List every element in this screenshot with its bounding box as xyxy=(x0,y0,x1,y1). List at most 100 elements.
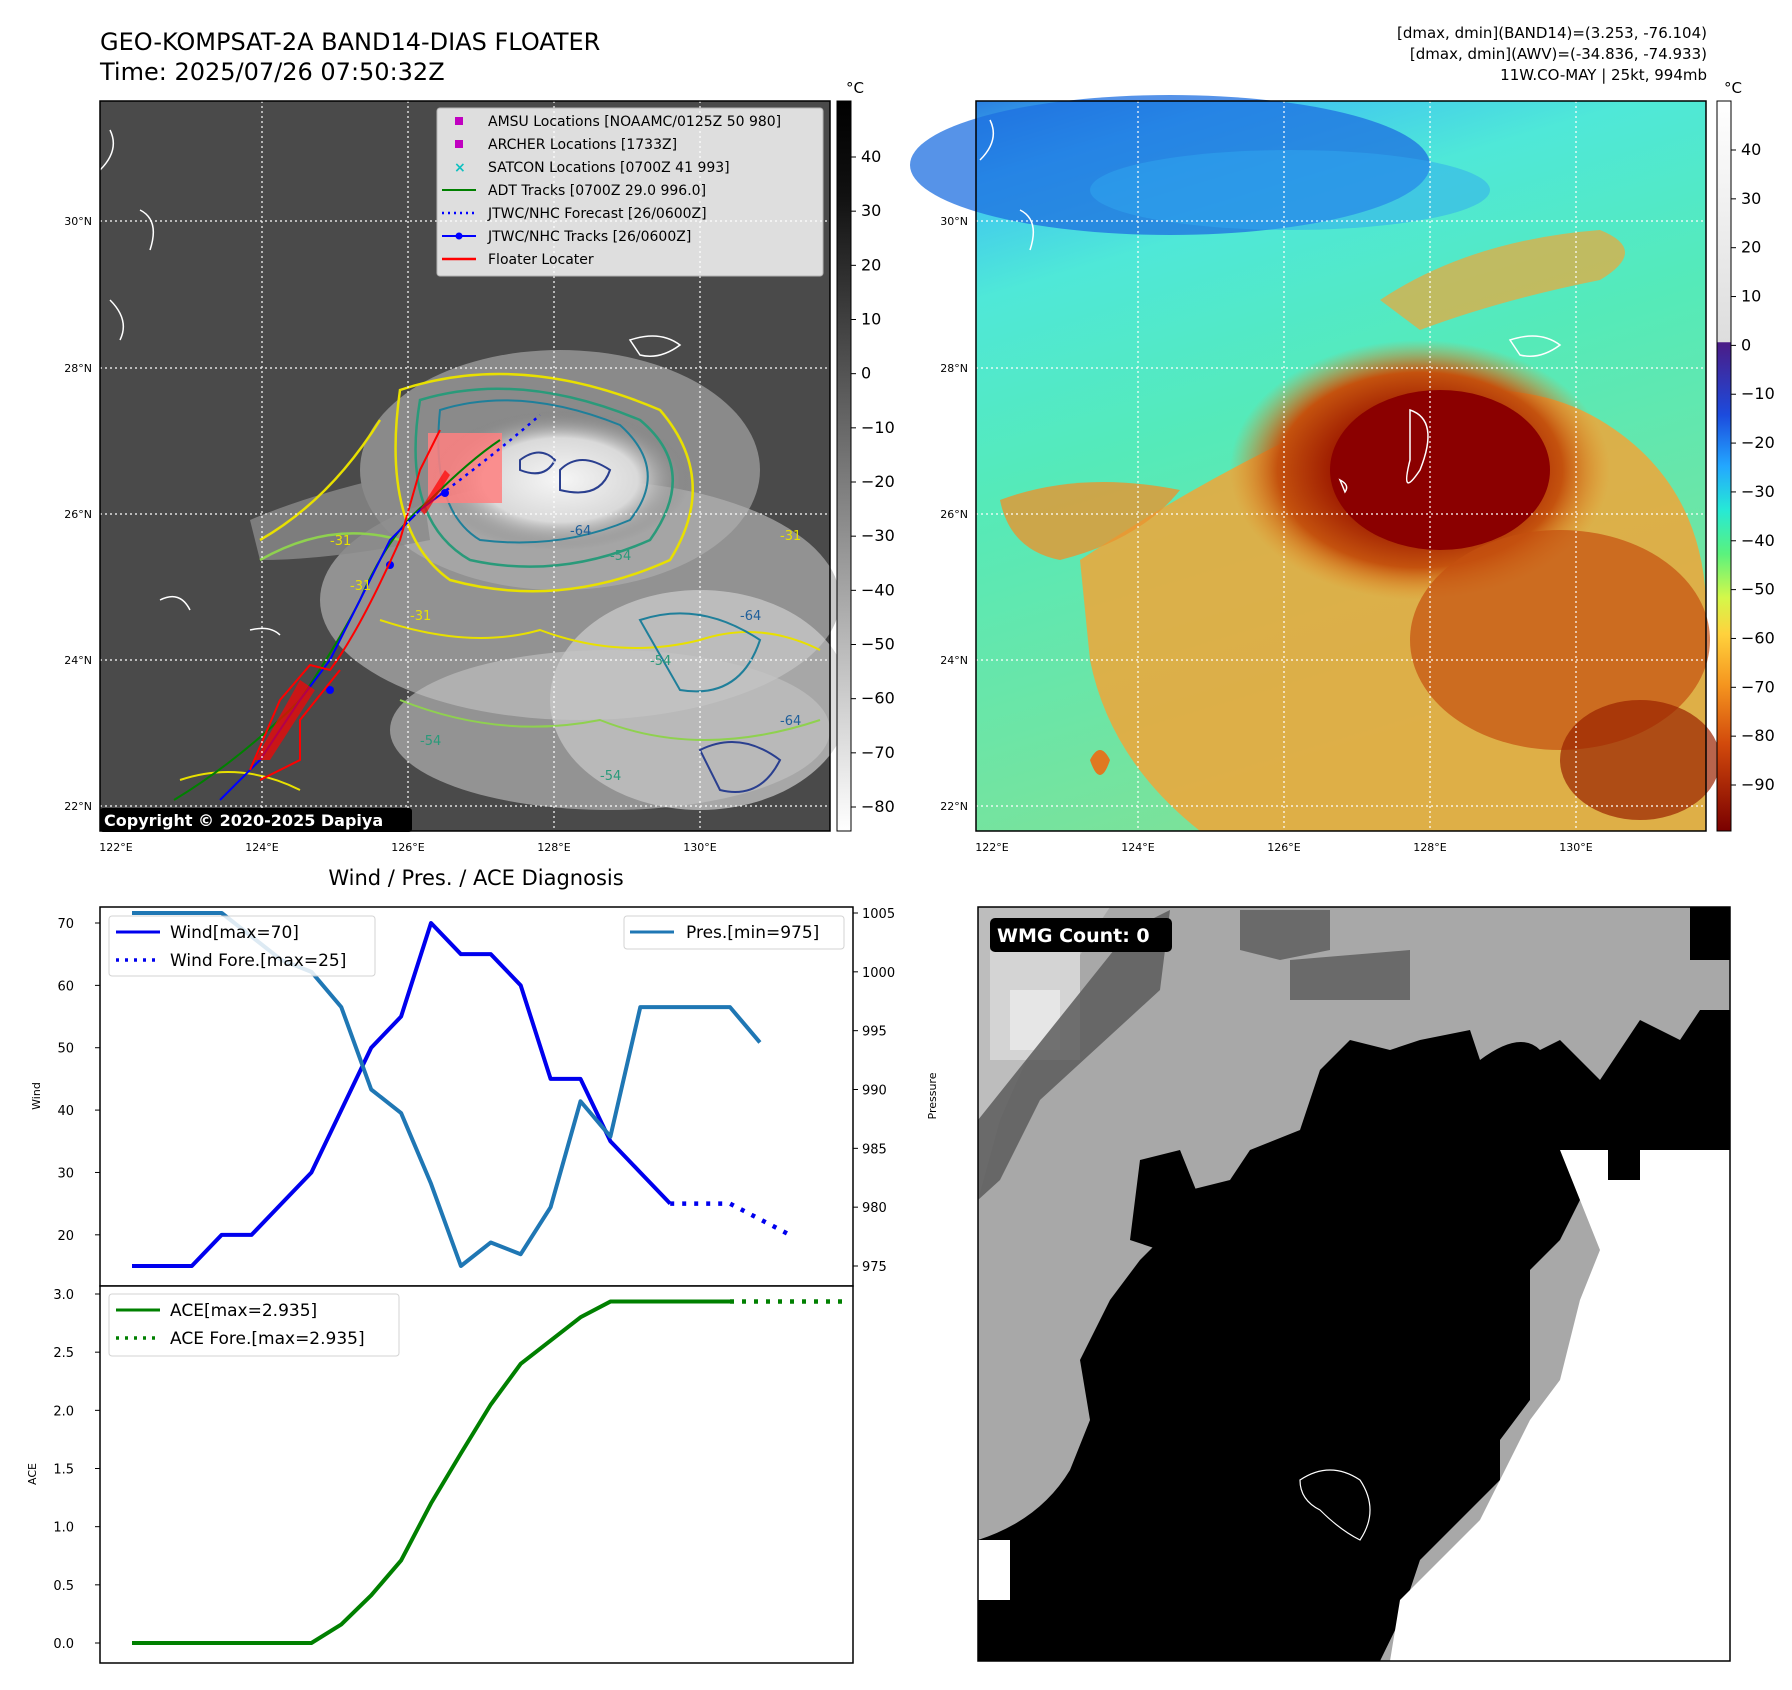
colorbar-tick-label: 0 xyxy=(1741,335,1751,354)
wind-pressure-chart: 70 60 50 40 30 20 1005 1000 995 990 985 980 975 Wind… xyxy=(30,906,939,1287)
legend-floater: Floater Locater xyxy=(488,252,594,268)
lon-tick: 124°E xyxy=(245,841,278,854)
stats-storm: 11W.CO-MAY | 25kt, 994mb xyxy=(1500,66,1707,84)
legend-tracks: JTWC/NHC Tracks [26/0600Z] xyxy=(487,229,691,245)
colorbar-tick-label: −60 xyxy=(861,689,895,708)
contour-label: -54 xyxy=(610,549,631,564)
colorbar-tick-label: 20 xyxy=(1741,238,1761,257)
lat-tick: 24°N xyxy=(64,654,92,667)
wind-tick-label: 30 xyxy=(57,1166,74,1181)
legend-adt: ADT Tracks [0700Z 29.0 996.0] xyxy=(488,183,706,199)
colorbar-tick-label: −60 xyxy=(1741,628,1775,647)
figure-title: GEO-KOMPSAT-2A BAND14-DIAS FLOATER xyxy=(100,28,600,56)
ace-tick-label: 0.0 xyxy=(53,1637,74,1652)
colorbar-tick-label: 20 xyxy=(861,255,881,274)
wind-tick-label: 20 xyxy=(57,1229,74,1244)
pressure-tick-label: 975 xyxy=(862,1260,887,1275)
legend-ace-forecast: ACE Fore.[max=2.935] xyxy=(170,1329,365,1349)
lon-tick: 128°E xyxy=(1413,841,1446,854)
legend-archer: ARCHER Locations [1733Z] xyxy=(488,137,677,153)
lat-tick: 26°N xyxy=(940,508,968,521)
colorbar-tick-label: 0 xyxy=(861,364,871,383)
ir-colorbar: °C 40 30 20 10 0 −10 −20 −30 −40 −50 −60 −70 −80 xyxy=(836,79,895,832)
ace-tick-label: 2.5 xyxy=(53,1346,74,1361)
legend-ace: ACE[max=2.935] xyxy=(170,1301,317,1321)
ace-tick-label: 1.5 xyxy=(53,1463,74,1478)
ace-tick-label: 0.5 xyxy=(53,1579,74,1594)
contour-label: -64 xyxy=(740,609,761,624)
contour-label: -54 xyxy=(420,734,441,749)
legend-forecast: JTWC/NHC Forecast [26/0600Z] xyxy=(487,206,707,222)
copyright-label: Copyright © 2020-2025 Dapiya xyxy=(104,811,383,830)
lon-tick: 130°E xyxy=(683,841,716,854)
ace-series-line-0 xyxy=(132,1299,730,1645)
legend-wind: Wind[max=70] xyxy=(170,923,299,943)
colorbar-tick-label: −10 xyxy=(1741,384,1775,403)
colorbar-tick-label: 40 xyxy=(1741,140,1761,159)
wmg-panel: WMG Count: 0 xyxy=(977,906,1731,1662)
lat-tick: 30°N xyxy=(64,215,92,228)
lon-tick: 128°E xyxy=(537,841,570,854)
pressure-tick-label: 990 xyxy=(862,1084,887,1099)
colorbar-tick-label: −20 xyxy=(861,472,895,491)
pressure-axis-label: Pressure xyxy=(926,1072,939,1119)
colorbar-tick-label: −50 xyxy=(861,635,895,654)
colorbar-tick-label: −30 xyxy=(1741,482,1775,501)
ace-axis-label: ACE xyxy=(26,1463,39,1485)
stats-awv: [dmax, dmin](AWV)=(-34.836, -74.933) xyxy=(1410,45,1707,63)
pressure-tick-label: 980 xyxy=(862,1201,887,1216)
ir-legend: AMSU Locations [NOAAMC/0125Z 50 980] ARC… xyxy=(436,107,824,277)
contour-label: -31 xyxy=(780,529,801,544)
colorbar-tick-label: −10 xyxy=(861,418,895,437)
colorbar-tick-label: 30 xyxy=(1741,189,1761,208)
colorbar-tick-label: 40 xyxy=(861,147,881,166)
wmg-count-badge: WMG Count: 0 xyxy=(997,925,1150,947)
pressure-tick-label: 1005 xyxy=(862,907,895,922)
contour-label: -31 xyxy=(330,534,351,549)
lat-tick: 22°N xyxy=(940,800,968,813)
legend-pressure: Pres.[min=975] xyxy=(686,923,819,943)
colorbar-tick-label: 10 xyxy=(861,310,881,329)
lon-tick: 126°E xyxy=(391,841,424,854)
lon-tick: 124°E xyxy=(1121,841,1154,854)
colorbar-tick-label: −80 xyxy=(861,797,895,816)
wind-tick-label: 40 xyxy=(57,1104,74,1119)
wind-axis-label: Wind xyxy=(30,1082,43,1110)
colorbar-tick-label: −90 xyxy=(1741,775,1775,794)
ir-colorbar-unit: °C xyxy=(846,79,864,97)
legend-wind-forecast: Wind Fore.[max=25] xyxy=(170,951,346,971)
wind-tick-label: 70 xyxy=(57,917,74,932)
legend-amsu: AMSU Locations [NOAAMC/0125Z 50 980] xyxy=(488,114,781,130)
contour-label: -54 xyxy=(650,654,671,669)
colorbar-tick-label: 30 xyxy=(861,201,881,220)
ace-tick-label: 3.0 xyxy=(53,1288,74,1303)
colorbar-tick-label: −30 xyxy=(861,526,895,545)
color-map-panel xyxy=(910,95,1720,832)
contour-label: -31 xyxy=(350,579,371,594)
lat-tick: 28°N xyxy=(64,362,92,375)
svg-text:×: × xyxy=(454,160,466,176)
lon-tick: 126°E xyxy=(1267,841,1300,854)
lat-tick: 28°N xyxy=(940,362,968,375)
ace-chart: 3.0 2.5 2.0 1.5 1.0 0.5 0.0 ACE ACE[max=2.935]… xyxy=(26,1285,854,1664)
colorbar-tick-label: −70 xyxy=(1741,677,1775,696)
lon-tick: 122°E xyxy=(975,841,1008,854)
colorbar-tick-label: −80 xyxy=(1741,726,1775,745)
colorbar-tick-label: 10 xyxy=(1741,287,1761,306)
color-colorbar: °C 40 30 20 10 0 −10 −20 −30 −40 −50 −60 −70 −80 −90 xyxy=(1716,79,1775,832)
lat-tick: 24°N xyxy=(940,654,968,667)
stats-band14: [dmax, dmin](BAND14)=(3.253, -76.104) xyxy=(1397,24,1707,42)
contour-label: -31 xyxy=(410,609,431,624)
wind-tick-label: 60 xyxy=(57,979,74,994)
diagnosis-title: Wind / Pres. / ACE Diagnosis xyxy=(328,866,623,890)
contour-label: -64 xyxy=(570,524,591,539)
colorbar-tick-label: −40 xyxy=(861,580,895,599)
series-line-0 xyxy=(132,921,672,1268)
lat-tick: 22°N xyxy=(64,800,92,813)
color-colorbar-unit: °C xyxy=(1724,79,1742,97)
wind-tick-label: 50 xyxy=(57,1042,74,1057)
lon-tick: 130°E xyxy=(1559,841,1592,854)
contour-label: -64 xyxy=(780,714,801,729)
contour-label: -54 xyxy=(600,769,621,784)
